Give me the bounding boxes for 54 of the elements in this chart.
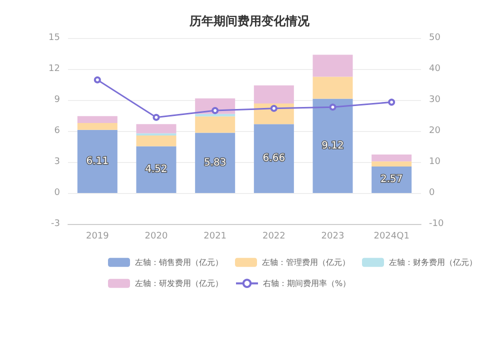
- point: [388, 98, 396, 106]
- legend-label: 左轴：销售费用（亿元）: [135, 258, 223, 267]
- legend-label: 左轴：管理费用（亿元）: [262, 258, 350, 267]
- bar: [312, 76, 353, 99]
- bar: [254, 85, 294, 104]
- bar: [136, 124, 176, 134]
- point: [212, 107, 219, 114]
- chart-title: 历年期间费用变化情况: [188, 14, 310, 28]
- x-tick-label: 2024Q1: [374, 232, 410, 242]
- x-tick-label: 2019: [86, 232, 110, 242]
- bar: [372, 154, 412, 162]
- y2-tick-label: 40: [429, 64, 441, 74]
- y-tick-label: 12: [48, 64, 60, 74]
- bar: [312, 54, 353, 77]
- bar: [77, 116, 118, 123]
- data-label: 2.57: [380, 174, 403, 186]
- y-tick-label: 0: [54, 188, 60, 198]
- point: [152, 114, 160, 121]
- y-tick-label: 9: [54, 95, 60, 105]
- data-label: 4.52: [145, 164, 168, 176]
- y2-tick-label: -10: [429, 219, 444, 229]
- point: [270, 104, 278, 112]
- y2-tick-label: 0: [429, 188, 435, 198]
- x-tick-label: 2021: [204, 232, 227, 242]
- x-tick-label: 2023: [321, 232, 344, 242]
- x-tick-label: 2022: [262, 232, 286, 242]
- legend-label: 左轴：财务费用（亿元）: [389, 258, 477, 267]
- data-label: 6.11: [86, 156, 109, 167]
- bar: [136, 146, 176, 193]
- y2-tick-label: 20: [429, 126, 441, 136]
- bar: [312, 98, 353, 193]
- y2-tick-label: 50: [429, 33, 441, 43]
- y2-tick-label: 30: [429, 95, 441, 105]
- y-tick-label: -3: [51, 219, 60, 229]
- data-label: 9.12: [322, 140, 344, 152]
- y2-tick-label: 10: [429, 157, 441, 167]
- bar: [136, 136, 176, 146]
- y-tick-label: 6: [54, 126, 60, 136]
- bar: [195, 116, 236, 133]
- point: [329, 104, 336, 111]
- legend-label: 左轴：研发费用（亿元）: [135, 278, 223, 288]
- data-label: 5.83: [204, 157, 226, 168]
- legend-label: 右轴：期间费用率（%）: [263, 278, 351, 288]
- bar: [77, 130, 118, 193]
- bar: [195, 114, 236, 116]
- y-tick-label: 3: [54, 157, 60, 167]
- y-tick-label: 15: [48, 33, 60, 43]
- bar: [195, 132, 236, 193]
- data-label: 6.66: [262, 153, 286, 164]
- bar: [372, 161, 412, 166]
- x-tick-label: 2020: [144, 232, 168, 242]
- bar: [254, 124, 294, 193]
- bar: [77, 122, 118, 130]
- point: [94, 76, 101, 84]
